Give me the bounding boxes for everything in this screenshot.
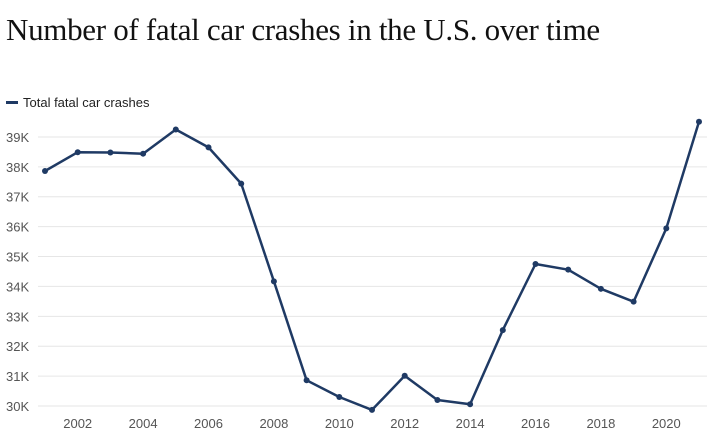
data-point <box>172 126 179 133</box>
data-point <box>630 298 637 305</box>
y-tick-label: 34K <box>6 279 29 294</box>
y-tick-label: 35K <box>6 250 29 265</box>
y-tick-label: 31K <box>6 369 29 384</box>
data-point <box>696 118 702 125</box>
data-point <box>42 168 48 175</box>
y-tick-label: 30K <box>6 399 29 414</box>
y-tick-label: 32K <box>6 339 29 354</box>
data-point <box>270 278 277 285</box>
x-tick-label: 2010 <box>325 416 354 431</box>
data-point <box>499 327 506 334</box>
series-line-total-fatal-car-crashes <box>43 120 701 412</box>
data-point <box>532 261 539 267</box>
data-point <box>336 394 343 401</box>
legend-label: Total fatal car crashes <box>23 95 150 110</box>
data-point <box>107 149 114 156</box>
legend-swatch <box>6 101 18 104</box>
data-point <box>597 285 604 292</box>
y-tick-label: 36K <box>6 220 29 235</box>
y-tick-label: 39K <box>6 130 29 145</box>
data-point <box>205 144 212 151</box>
y-tick-label: 37K <box>6 190 29 205</box>
x-tick-label: 2012 <box>390 416 419 431</box>
y-tick-label: 38K <box>6 160 29 175</box>
x-axis: 2002 2004 2006 2008 2010 2012 2014 2016 2018 2020 <box>63 416 681 431</box>
data-point <box>140 150 147 157</box>
y-tick-label: 33K <box>6 309 29 324</box>
data-point <box>434 397 441 404</box>
x-tick-label: 2008 <box>259 416 288 431</box>
legend: Total fatal car crashes <box>6 95 149 110</box>
x-tick-label: 2014 <box>456 416 485 431</box>
x-tick-label: 2018 <box>586 416 615 431</box>
x-tick-label: 2006 <box>194 416 223 431</box>
data-point <box>369 406 375 413</box>
data-point <box>238 180 245 187</box>
x-tick-label: 2002 <box>63 416 92 431</box>
x-tick-label: 2020 <box>652 416 681 431</box>
data-point <box>565 266 572 273</box>
x-tick-label: 2004 <box>129 416 158 431</box>
x-tick-label: 2016 <box>521 416 550 431</box>
data-point <box>303 377 310 384</box>
data-points <box>42 118 702 413</box>
data-point <box>401 372 408 379</box>
gridlines <box>38 136 707 407</box>
data-point <box>74 149 81 156</box>
y-axis: 30K 31K 32K 33K 34K 35K 36K 37K 38K 39K <box>6 130 29 414</box>
chart-title: Number of fatal car crashes in the U.S. … <box>6 12 600 47</box>
data-point <box>663 225 670 232</box>
data-point <box>467 401 474 408</box>
